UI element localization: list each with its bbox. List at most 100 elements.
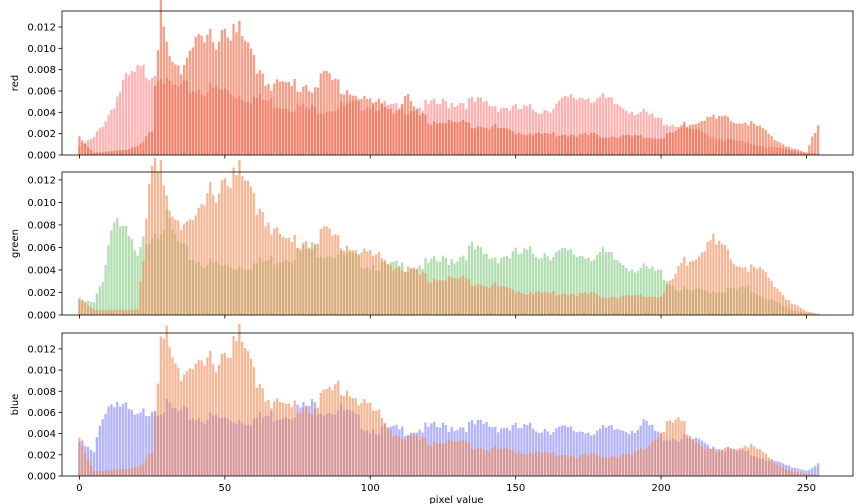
bar — [430, 282, 433, 315]
bar — [627, 134, 631, 155]
bar — [593, 259, 596, 315]
bar — [290, 407, 293, 476]
bar — [549, 260, 552, 315]
bar — [654, 138, 657, 155]
bar — [639, 268, 642, 315]
bar — [284, 403, 288, 476]
bar — [636, 450, 639, 476]
bar — [610, 456, 613, 476]
bar — [674, 273, 677, 315]
bar — [168, 55, 171, 155]
bar — [715, 451, 718, 476]
bar — [808, 469, 811, 476]
bar — [467, 279, 471, 315]
bar — [389, 264, 392, 315]
bar — [744, 267, 747, 315]
bar — [770, 459, 773, 476]
bar — [89, 449, 93, 476]
bar — [159, 0, 163, 156]
bar — [529, 104, 532, 155]
bar — [127, 310, 131, 315]
bar — [686, 126, 689, 155]
bar — [520, 134, 523, 155]
bar — [761, 451, 765, 476]
bar — [241, 341, 244, 476]
bar — [89, 150, 93, 155]
bar — [81, 300, 84, 315]
bar — [78, 437, 81, 476]
bar — [342, 94, 346, 155]
bar — [622, 265, 625, 315]
bar — [593, 132, 596, 155]
bar — [470, 96, 474, 155]
bar — [558, 100, 561, 155]
bar — [177, 367, 180, 476]
bar — [482, 127, 485, 155]
bar — [779, 142, 782, 155]
bar — [662, 137, 666, 155]
bar — [340, 395, 343, 476]
bar — [799, 150, 802, 155]
bar — [683, 121, 686, 155]
bar — [110, 309, 113, 315]
bar — [604, 297, 607, 315]
bar — [293, 234, 296, 315]
bar — [665, 133, 669, 155]
bar — [113, 108, 116, 155]
bar — [494, 282, 497, 315]
bar — [418, 440, 421, 476]
bar — [799, 472, 802, 476]
bar — [755, 125, 759, 155]
bar — [84, 303, 87, 315]
bar — [773, 139, 776, 155]
bar — [450, 121, 453, 155]
bar — [639, 447, 642, 476]
bar — [302, 408, 305, 476]
bar — [534, 452, 538, 476]
bar — [319, 228, 322, 315]
bar — [424, 114, 427, 155]
bar — [127, 469, 131, 476]
bar — [610, 97, 613, 155]
bar — [694, 442, 698, 476]
bar — [514, 134, 517, 155]
bar — [124, 469, 128, 476]
bar — [459, 121, 462, 155]
bar — [497, 286, 500, 315]
bar — [316, 87, 320, 155]
x-tick-label: 50 — [218, 483, 231, 494]
bar — [485, 422, 488, 476]
bar — [84, 453, 87, 476]
bar — [392, 270, 395, 315]
bar — [89, 138, 93, 155]
bar — [566, 136, 570, 155]
bar — [494, 123, 497, 155]
bar — [98, 471, 101, 476]
bar — [613, 136, 616, 155]
bar — [619, 456, 622, 476]
bar — [706, 241, 709, 315]
bar — [110, 404, 113, 476]
bar — [174, 219, 177, 315]
bar — [206, 193, 209, 315]
bar — [488, 258, 491, 315]
bar — [441, 443, 445, 476]
bar — [168, 347, 171, 476]
bar — [261, 388, 264, 476]
x-tick-label: 100 — [361, 483, 380, 494]
bar — [523, 248, 526, 315]
bar — [95, 293, 99, 315]
bar — [421, 272, 424, 315]
bar — [750, 443, 753, 476]
bar — [645, 137, 648, 155]
bar — [153, 85, 157, 155]
bar — [87, 459, 90, 476]
bar — [531, 253, 535, 315]
bar — [212, 195, 215, 315]
bar — [555, 251, 558, 315]
bar — [590, 453, 593, 476]
bar — [424, 273, 427, 315]
bar — [619, 429, 622, 476]
series-2 — [78, 0, 820, 156]
bar — [270, 408, 273, 476]
